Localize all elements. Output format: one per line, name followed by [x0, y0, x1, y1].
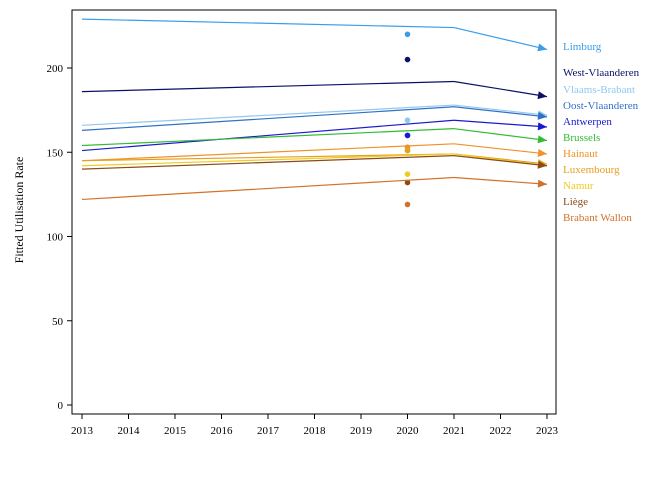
data-point-2020 [404, 31, 411, 38]
series-line [81, 106, 455, 131]
series-arrowhead [537, 148, 547, 157]
y-tick-label: 0 [58, 400, 64, 412]
series-line [81, 80, 455, 93]
series-forecast-line [453, 80, 548, 98]
series-line [81, 155, 455, 170]
series-label: Luxembourg [563, 164, 620, 176]
series-arrowhead [537, 160, 547, 169]
series-line [81, 104, 455, 126]
x-tick-label: 2013 [71, 425, 94, 437]
series-forecast-line [453, 176, 548, 185]
y-tick-label: 150 [47, 147, 64, 159]
x-tick-label: 2020 [397, 425, 420, 437]
x-tick-label: 2019 [350, 425, 373, 437]
series-forecast-line [453, 143, 548, 155]
series-label: Oost-Vlaanderen [563, 100, 639, 112]
plot-frame [71, 9, 557, 415]
data-point-2020 [404, 201, 411, 208]
series-line [81, 153, 455, 167]
series-label: Namur [563, 180, 594, 192]
series-arrowhead [537, 135, 547, 144]
series-arrowhead [537, 91, 547, 100]
x-tick-label: 2021 [443, 425, 465, 437]
data-point-2020 [404, 171, 411, 177]
series-label: West-Vlaanderen [563, 67, 640, 79]
series-arrowhead [537, 111, 547, 120]
x-tick-label: 2023 [536, 425, 559, 437]
series-forecast-line [453, 104, 548, 116]
series-forecast-line [453, 106, 548, 118]
series-forecast-line [453, 26, 548, 51]
series-forecast-line [453, 155, 548, 167]
x-tick-label: 2017 [257, 425, 280, 437]
data-point-2020 [404, 56, 411, 63]
x-tick-label: 2014 [118, 425, 141, 437]
series-label: Vlaams-Brabant [563, 84, 635, 96]
series-line [81, 153, 455, 162]
series-label: Antwerpen [563, 116, 612, 128]
series-line [81, 119, 455, 152]
series-line [81, 128, 455, 147]
x-tick-label: 2015 [164, 425, 187, 437]
series-forecast-line [453, 119, 548, 128]
x-tick-label: 2016 [211, 425, 234, 437]
y-tick-label: 100 [47, 232, 64, 244]
series-forecast-line [453, 128, 548, 142]
series-label: Limburg [563, 41, 602, 53]
series-line [81, 143, 455, 162]
series-line [81, 176, 455, 201]
series-label: Hainaut [563, 148, 598, 160]
data-point-2020 [404, 117, 411, 124]
series-label: Brussels [563, 132, 600, 144]
x-tick-label: 2022 [490, 425, 512, 437]
series-label: Brabant Wallon [563, 212, 632, 224]
series-label: Liège [563, 196, 588, 208]
series-line [81, 18, 455, 29]
data-point-2020 [404, 179, 411, 186]
y-tick-label: 50 [52, 316, 64, 328]
x-tick-label: 2018 [304, 425, 327, 437]
data-point-2020 [404, 132, 411, 139]
data-point-2020 [404, 147, 411, 154]
series-arrowhead [537, 122, 547, 131]
series-arrowhead [537, 43, 547, 52]
y-tick-label: 200 [47, 63, 64, 75]
y-axis-label: Fitted Utilisation Rate [12, 157, 26, 264]
series-arrowhead [537, 179, 547, 188]
